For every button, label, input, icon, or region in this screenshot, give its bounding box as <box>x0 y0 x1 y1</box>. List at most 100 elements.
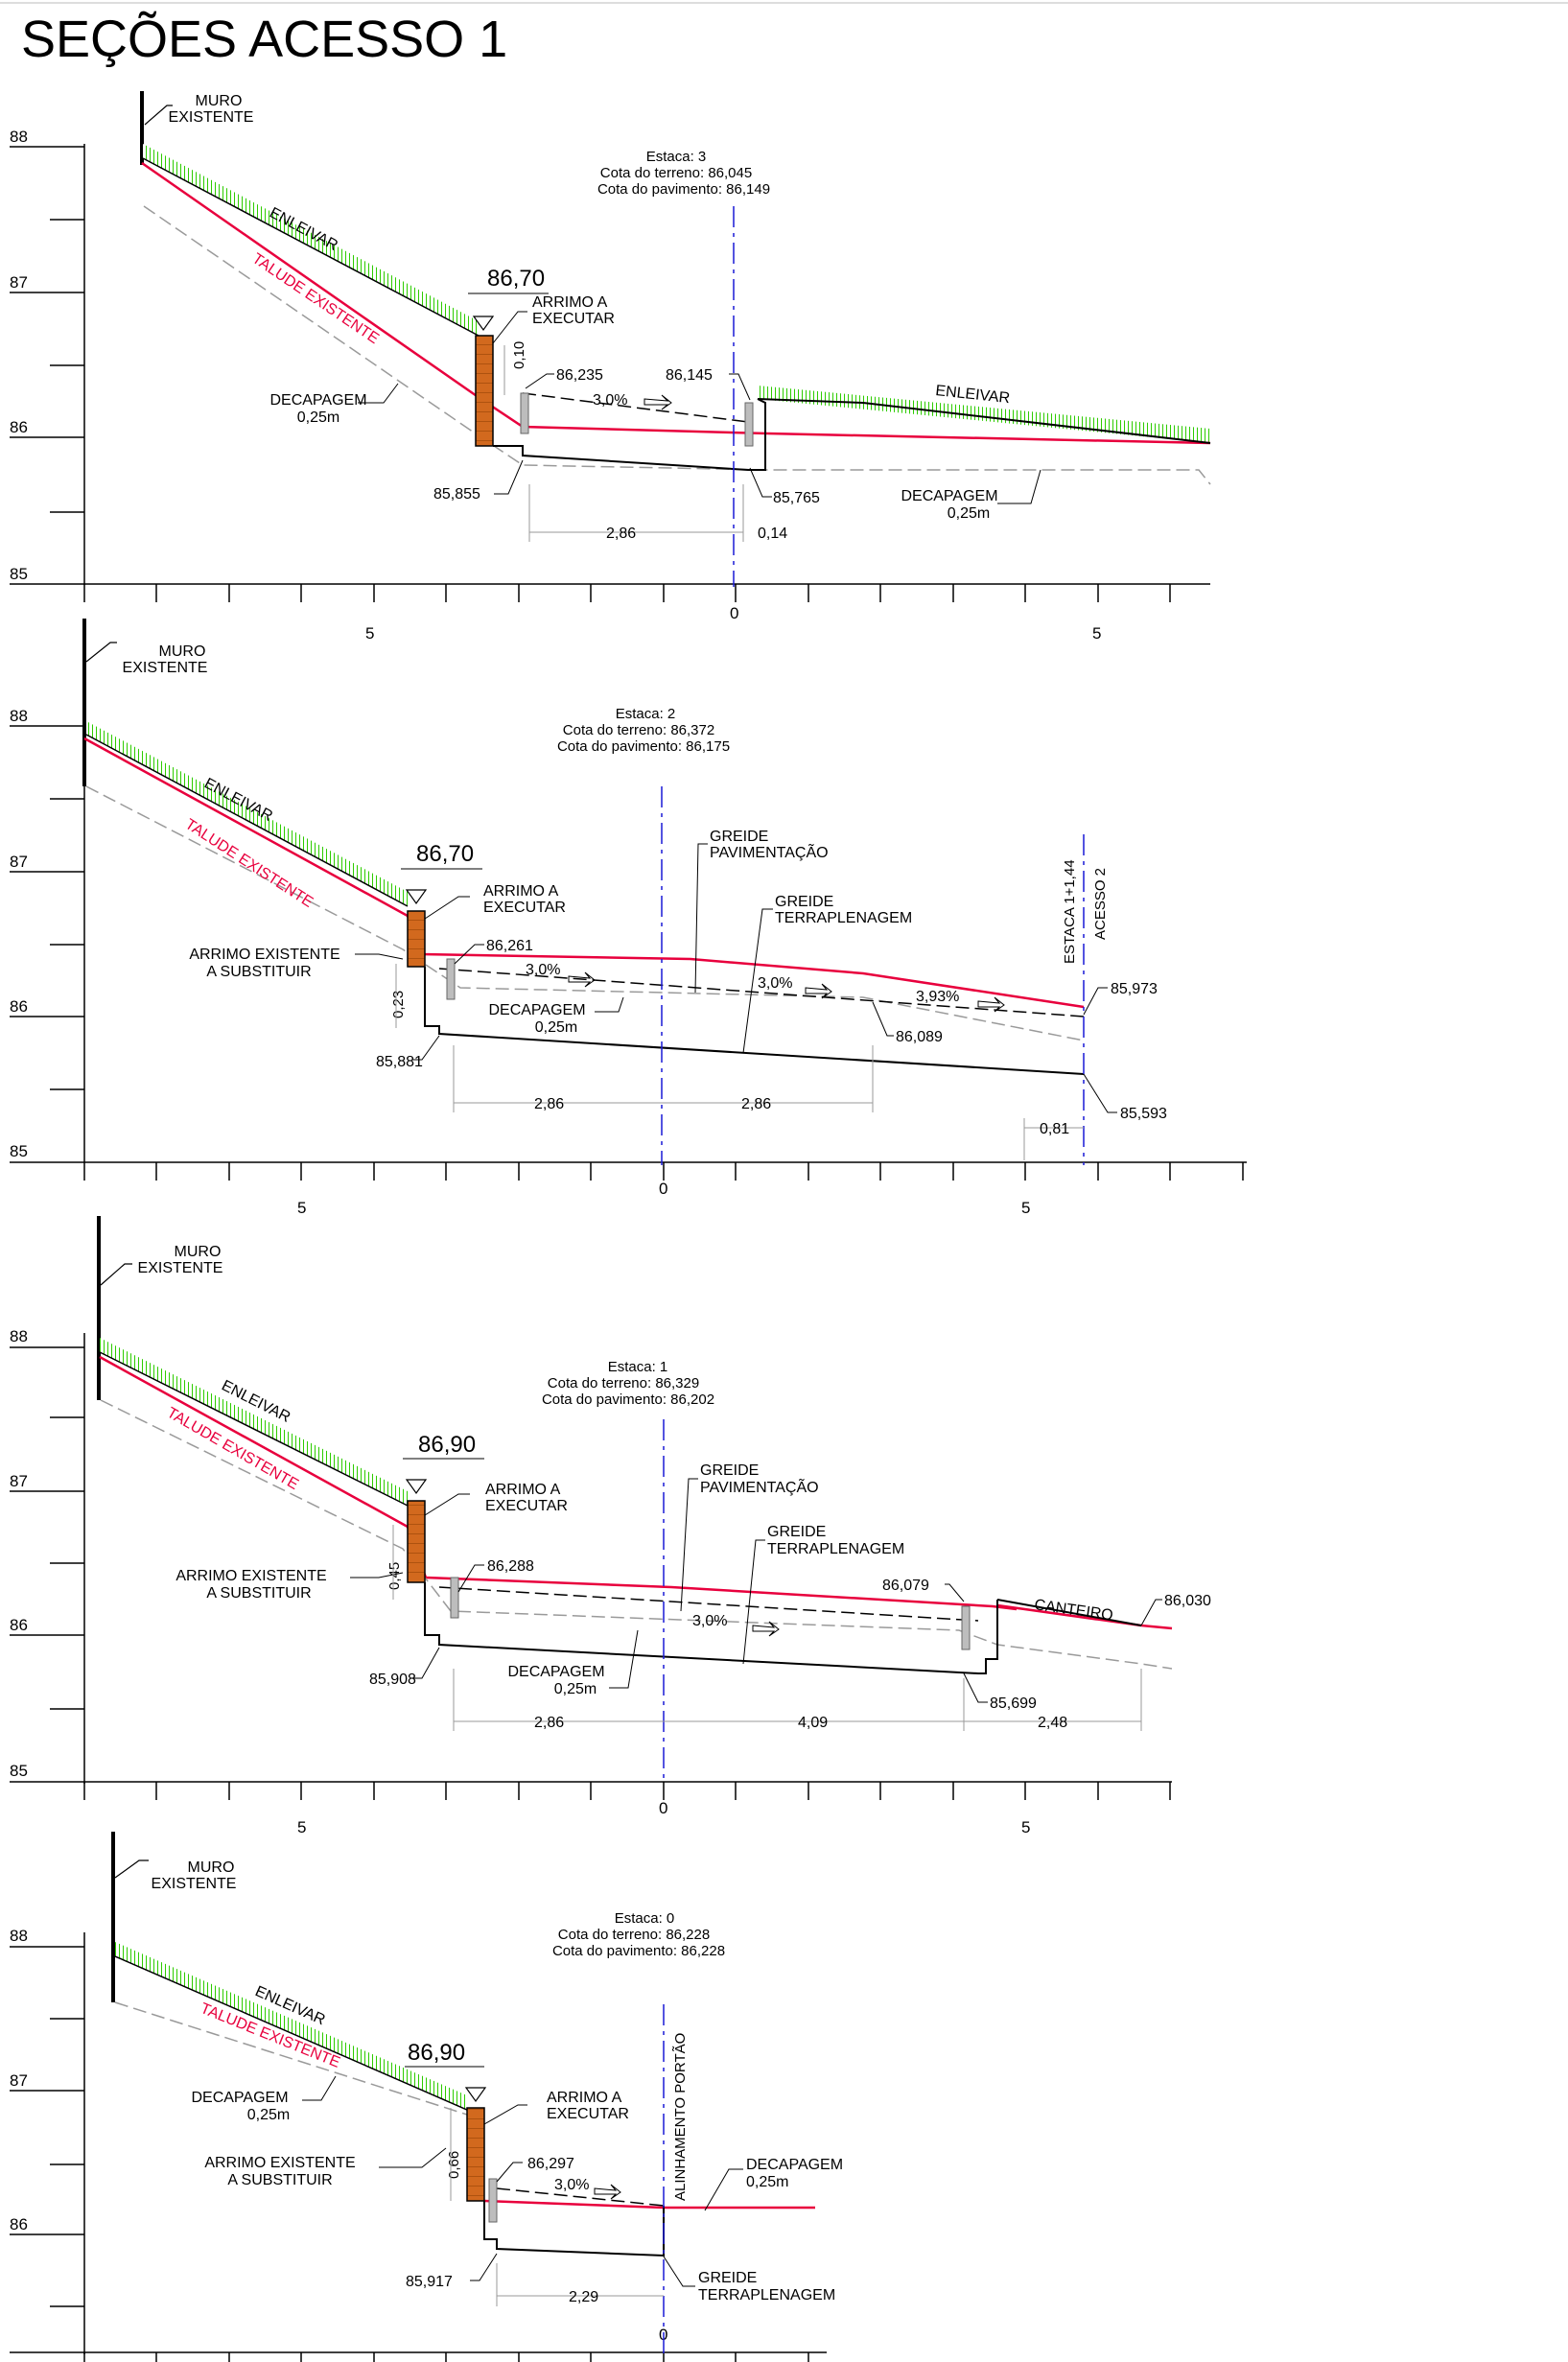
greide-terraplenagem <box>483 2201 665 2257</box>
x-tick-5-left: 5 <box>365 624 374 643</box>
decapagem-line <box>114 2001 468 2116</box>
cota-pavimento-label: Cota do pavimento: 86,149 <box>597 181 770 198</box>
greide-pavimentacao <box>522 392 749 423</box>
arrimo-a-executar <box>407 910 426 968</box>
x-tick-5-right: 5 <box>1092 624 1101 643</box>
elev-85-908: 85,908 <box>369 1672 416 1688</box>
arrimo-a-executar <box>475 335 494 447</box>
slope-arrow-icon <box>644 394 672 410</box>
arrimo-existente-label-1: ARRIMO EXISTENTE <box>204 2155 355 2171</box>
section-estaca-0: 88 87 86 0 MURO EXISTENTE 86,90 ARRIMO A… <box>10 1832 843 2362</box>
greide-terraplenagem <box>424 1582 998 1674</box>
x-ticks <box>83 1782 1171 1800</box>
canteiro-label: CANTEIRO <box>1033 1597 1113 1624</box>
axis-frame <box>10 144 1210 585</box>
greide-pavimentacao <box>438 1586 979 1622</box>
y-tick-87: 87 <box>10 853 28 871</box>
muro-label-2: EXISTENTE <box>169 109 254 126</box>
y-tick-86: 86 <box>10 997 28 1016</box>
elev-85-917: 85,917 <box>406 2274 453 2290</box>
greide-terr-label-1: GREIDE <box>775 894 833 910</box>
elev-86-030: 86,030 <box>1164 1593 1211 1609</box>
elev-86-079: 86,079 <box>882 1578 929 1594</box>
arrimo-existente-label-2: A SUBSTITUIR <box>227 2172 332 2188</box>
slope-label-3: 3,93% <box>916 989 959 1005</box>
y-tick-87: 87 <box>10 2071 28 2090</box>
slope-arrow-icon <box>568 971 596 988</box>
arrimo-label-2: EXECUTAR <box>532 311 615 327</box>
dim-2-29: 2,29 <box>569 2289 598 2305</box>
slope-label-2: 3,0% <box>758 975 792 992</box>
greide-terr-label-1: GREIDE <box>698 2270 757 2286</box>
arrimo-a-executar <box>466 2107 485 2202</box>
estaca-label: Estaca: 2 <box>616 706 676 722</box>
x-ticks <box>83 2352 809 2362</box>
decapagem-label-2: 0,25m <box>535 1019 577 1036</box>
decapagem-label-1: DECAPAGEM <box>507 1664 604 1680</box>
x-tick-0: 0 <box>659 1180 667 1198</box>
y-tick-85: 85 <box>10 565 28 583</box>
enleivar-grass <box>100 1338 408 1506</box>
axis-frame <box>10 1932 827 2354</box>
x-tick-0: 0 <box>730 604 738 622</box>
arrimo-elevation: 86,70 <box>487 266 545 292</box>
decapagem-left-2: 0,25m <box>247 2107 290 2123</box>
estaca-label: Estaca: 1 <box>608 1359 668 1375</box>
estaca-marker-label-2: ACESSO 2 <box>1092 868 1109 940</box>
section-estaca-3: 88 87 86 85 5 0 5 MURO EXISTENTE 86,70 A… <box>10 91 1211 643</box>
greide-terraplenagem <box>493 398 766 471</box>
x-ticks <box>83 584 1171 602</box>
y-tick-85: 85 <box>10 1142 28 1160</box>
y-tick-88: 88 <box>10 707 28 725</box>
muro-label-2: EXISTENTE <box>123 660 208 676</box>
arrimo-label-1: ARRIMO A <box>532 294 608 311</box>
cota-pavimento-label: Cota do pavimento: 86,228 <box>552 1943 725 1959</box>
y-tick-87: 87 <box>10 1472 28 1490</box>
height-label: 0,45 <box>386 1562 403 1590</box>
arrimo-label-1: ARRIMO A <box>483 883 559 900</box>
arrimo-elevation: 86,90 <box>408 2040 465 2066</box>
slope-label: 3,0% <box>593 392 627 409</box>
y-tick-87: 87 <box>10 273 28 292</box>
greide-pavimentacao <box>438 968 1085 1017</box>
x-tick-5-right: 5 <box>1021 1199 1030 1217</box>
slope-label: 3,0% <box>692 1613 727 1629</box>
elev-86-089: 86,089 <box>896 1029 943 1045</box>
enleivar-grass <box>143 144 479 336</box>
dim-0-81: 0,81 <box>1040 1121 1069 1137</box>
y-tick-86: 86 <box>10 1616 28 1634</box>
x-ticks <box>83 1162 1244 1181</box>
elevation-marker <box>405 889 428 905</box>
arrimo-a-executar <box>407 1500 426 1583</box>
y-tick-86: 86 <box>10 2215 28 2233</box>
slope-label: 3,0% <box>554 2177 589 2193</box>
arrimo-existente-label-2: A SUBSTITUIR <box>206 1585 311 1602</box>
arrimo-label-2: EXECUTAR <box>485 1498 568 1514</box>
dim-2-86: 2,86 <box>534 1715 564 1731</box>
arrimo-label-1: ARRIMO A <box>547 2090 622 2106</box>
arrimo-label-2: EXECUTAR <box>547 2106 629 2122</box>
slope-label-1: 3,0% <box>526 962 560 978</box>
elev-85-973: 85,973 <box>1111 981 1158 997</box>
cota-pavimento-label: Cota do pavimento: 86,202 <box>542 1391 714 1408</box>
decapagem-right-2: 0,25m <box>746 2174 788 2190</box>
arrimo-label-2: EXECUTAR <box>483 900 566 916</box>
elev-86-145: 86,145 <box>666 367 713 384</box>
x-tick-5-left: 5 <box>297 1818 306 1836</box>
axis-frame <box>10 719 1247 1163</box>
leader-line <box>144 105 173 126</box>
dim-2-86: 2,86 <box>606 526 636 542</box>
x-tick-5-left: 5 <box>297 1199 306 1217</box>
estaca-label: Estaca: 3 <box>646 149 707 165</box>
elev-86-235: 86,235 <box>556 367 603 384</box>
decapagem-left-1: DECAPAGEM <box>269 392 366 409</box>
y-tick-86: 86 <box>10 418 28 436</box>
alinhamento-portao-label: ALINHAMENTO PORTÃO <box>672 2033 689 2201</box>
decapagem-right-2: 0,25m <box>948 505 990 522</box>
greide-pav-label-2: PAVIMENTAÇÃO <box>700 1477 819 1496</box>
elev-85-593: 85,593 <box>1120 1106 1167 1122</box>
enleivar-grass <box>86 721 408 906</box>
section-estaca-1: 88 87 86 85 5 0 5 MURO EXISTENTE 86,90 A… <box>10 1216 1211 1836</box>
decapagem-line <box>85 785 1085 1041</box>
